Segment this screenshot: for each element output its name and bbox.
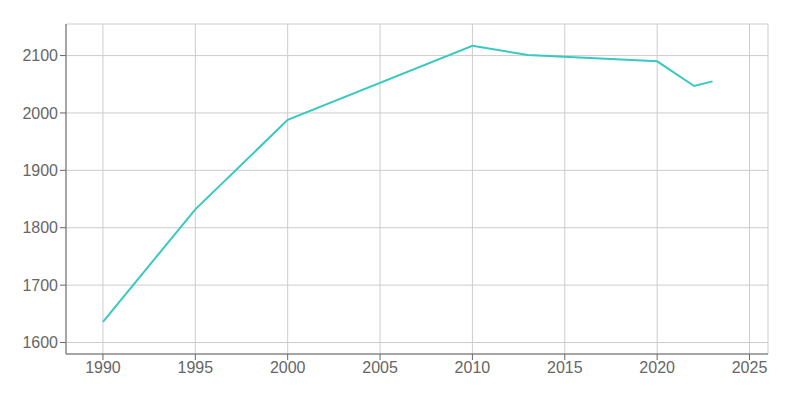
svg-text:2000: 2000 (22, 105, 58, 122)
svg-text:2015: 2015 (547, 359, 583, 376)
svg-text:2005: 2005 (362, 359, 398, 376)
svg-text:2010: 2010 (455, 359, 491, 376)
svg-text:1800: 1800 (22, 219, 58, 236)
svg-text:1995: 1995 (178, 359, 214, 376)
svg-text:2100: 2100 (22, 47, 58, 64)
svg-text:1700: 1700 (22, 277, 58, 294)
svg-text:1600: 1600 (22, 334, 58, 351)
svg-text:2025: 2025 (732, 359, 768, 376)
svg-text:2000: 2000 (270, 359, 306, 376)
svg-text:2020: 2020 (639, 359, 675, 376)
svg-text:1990: 1990 (85, 359, 121, 376)
svg-text:1900: 1900 (22, 162, 58, 179)
